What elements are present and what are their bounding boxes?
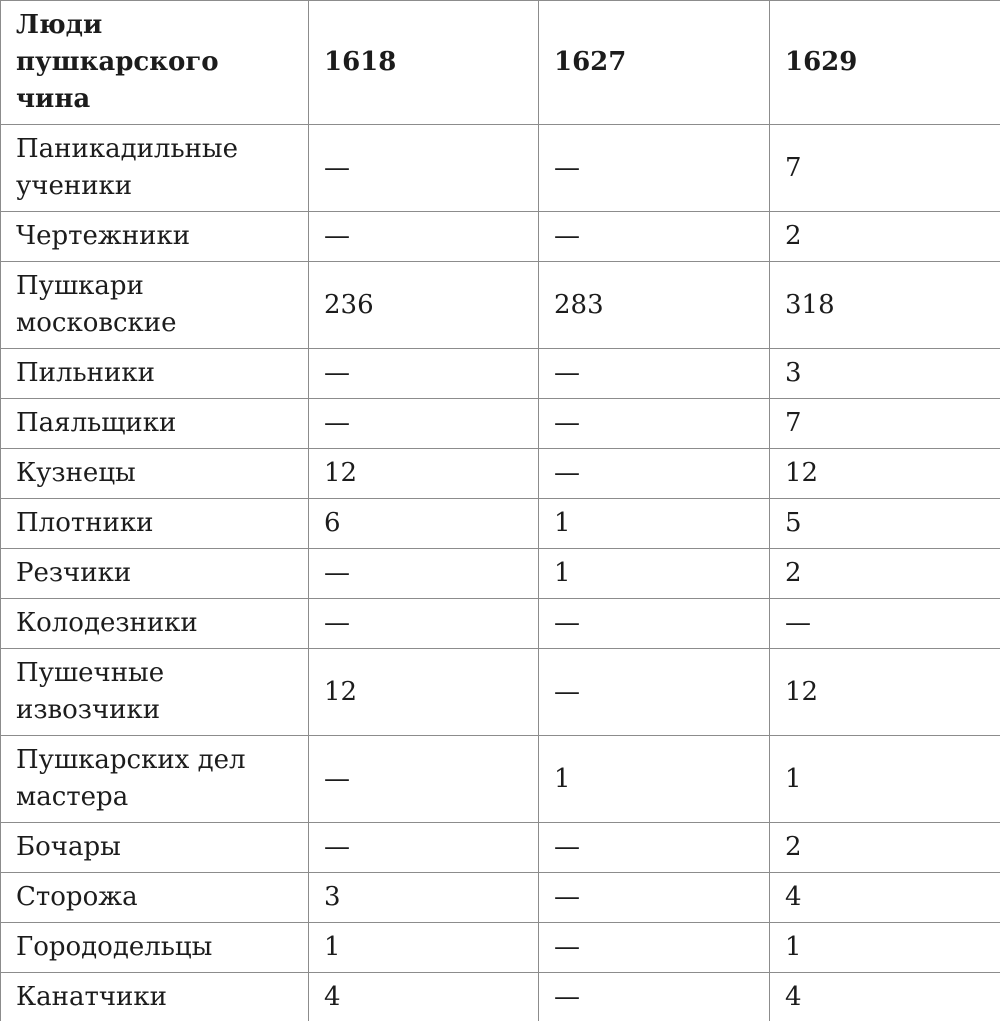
row-label: Плотники — [0, 498, 309, 549]
cell-value: — — [538, 822, 770, 873]
cell-value: — — [538, 648, 770, 736]
cell-value: — — [308, 348, 539, 399]
table-body: Паникадильные ученики — — 7 Чертежники —… — [0, 124, 1000, 1021]
table-row: Канатчики 4 — 4 — [0, 972, 1000, 1021]
cell-value: 7 — [769, 124, 1000, 212]
table-row: Горододельцы 1 — 1 — [0, 922, 1000, 973]
row-label: Кузнецы — [0, 448, 309, 499]
table-row: Чертежники — — 2 — [0, 211, 1000, 262]
cell-value: 2 — [769, 822, 1000, 873]
cell-value: — — [308, 398, 539, 449]
cell-value: — — [538, 398, 770, 449]
row-label: Канатчики — [0, 972, 309, 1021]
row-label: Бочары — [0, 822, 309, 873]
header-year-1618: 1618 — [308, 0, 539, 125]
cell-value: — — [538, 124, 770, 212]
cell-value: — — [308, 124, 539, 212]
cell-value: 2 — [769, 211, 1000, 262]
cell-value: — — [308, 548, 539, 599]
cell-value: 12 — [769, 648, 1000, 736]
cell-value: 3 — [769, 348, 1000, 399]
table-row: Сторожа 3 — 4 — [0, 872, 1000, 923]
cell-value: — — [308, 211, 539, 262]
table-row: Пушкари московские 236 283 318 — [0, 261, 1000, 349]
table-row: Бочары — — 2 — [0, 822, 1000, 873]
table-row: Колодезники — — — — [0, 598, 1000, 649]
cell-value: 318 — [769, 261, 1000, 349]
cell-value: 6 — [308, 498, 539, 549]
cell-value: 12 — [769, 448, 1000, 499]
cell-value: — — [769, 598, 1000, 649]
cell-value: — — [308, 735, 539, 823]
row-label: Пильники — [0, 348, 309, 399]
cell-value: — — [308, 822, 539, 873]
table-row: Резчики — 1 2 — [0, 548, 1000, 599]
cell-value: 1 — [769, 735, 1000, 823]
table-header: Люди пушкарского чина 1618 1627 1629 — [0, 0, 1000, 125]
row-label: Паяльщики — [0, 398, 309, 449]
cell-value: 5 — [769, 498, 1000, 549]
row-label: Горододельцы — [0, 922, 309, 973]
row-label: Колодезники — [0, 598, 309, 649]
header-year-1627: 1627 — [538, 0, 770, 125]
table-row: Паяльщики — — 7 — [0, 398, 1000, 449]
cell-value: 2 — [769, 548, 1000, 599]
cell-value: — — [538, 922, 770, 973]
table-row: Пушечные извозчики 12 — 12 — [0, 648, 1000, 736]
table-row: Паникадильные ученики — — 7 — [0, 124, 1000, 212]
header-row: Люди пушкарского чина 1618 1627 1629 — [0, 0, 1000, 125]
cell-value: 7 — [769, 398, 1000, 449]
cell-value: — — [538, 872, 770, 923]
cell-value: — — [308, 598, 539, 649]
cell-value: 1 — [538, 498, 770, 549]
cell-value: 4 — [769, 872, 1000, 923]
cell-value: 4 — [308, 972, 539, 1021]
row-label: Резчики — [0, 548, 309, 599]
cell-value: — — [538, 211, 770, 262]
row-label: Сторожа — [0, 872, 309, 923]
row-label: Пушкарских дел мастера — [0, 735, 309, 823]
cell-value: — — [538, 598, 770, 649]
row-label: Чертежники — [0, 211, 309, 262]
cell-value: 236 — [308, 261, 539, 349]
cell-value: — — [538, 972, 770, 1021]
cell-value: 4 — [769, 972, 1000, 1021]
cell-value: 1 — [308, 922, 539, 973]
cell-value: 12 — [308, 648, 539, 736]
cell-value: 1 — [538, 735, 770, 823]
cell-value: — — [538, 448, 770, 499]
table-row: Пильники — — 3 — [0, 348, 1000, 399]
row-label: Пушечные извозчики — [0, 648, 309, 736]
cell-value: 12 — [308, 448, 539, 499]
cell-value: 3 — [308, 872, 539, 923]
table-row: Пушкарских дел мастера — 1 1 — [0, 735, 1000, 823]
cell-value: 1 — [538, 548, 770, 599]
cell-value: 1 — [769, 922, 1000, 973]
table-row: Кузнецы 12 — 12 — [0, 448, 1000, 499]
cell-value: — — [538, 348, 770, 399]
row-label: Пушкари московские — [0, 261, 309, 349]
table-row: Плотники 6 1 5 — [0, 498, 1000, 549]
cell-value: 283 — [538, 261, 770, 349]
header-category: Люди пушкарского чина — [0, 0, 309, 125]
header-year-1629: 1629 — [769, 0, 1000, 125]
row-label: Паникадильные ученики — [0, 124, 309, 212]
